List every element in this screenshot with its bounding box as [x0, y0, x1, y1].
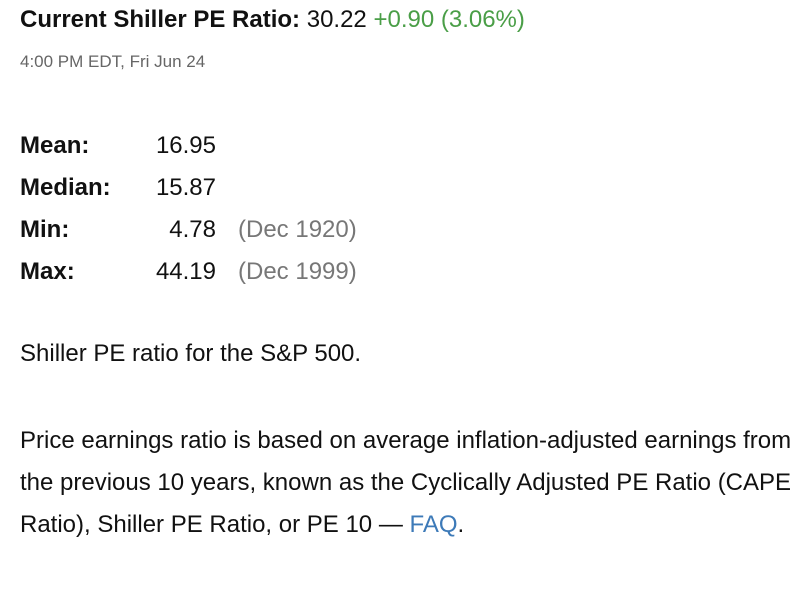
stat-row: Min: 4.78 (Dec 1920): [20, 209, 357, 251]
title-label: Current Shiller PE Ratio:: [20, 6, 301, 33]
stat-row: Median: 15.87: [20, 167, 357, 209]
stat-label: Min:: [20, 216, 70, 243]
description: Shiller PE ratio for the S&P 500.: [20, 340, 362, 367]
stats: Mean: 16.95 Median: 15.87 Min: 4.78 (Dec 1920)…: [20, 125, 357, 293]
change: +0.90 (3.06%): [373, 6, 525, 33]
stat-label: Median:: [20, 174, 111, 201]
paragraph-end: .: [457, 511, 465, 538]
stat-date: (Dec 1920): [238, 216, 357, 243]
stat-label: Mean:: [20, 132, 90, 159]
timestamp: 4:00 PM EDT, Fri Jun 24: [20, 52, 206, 71]
stat-row: Max: 44.19 (Dec 1999): [20, 251, 357, 293]
stat-value: 44.19: [155, 258, 216, 285]
current-value: 30.22: [306, 6, 367, 33]
stat-value: 4.78: [169, 216, 216, 243]
stat-date: (Dec 1999): [238, 258, 357, 285]
faq-link[interactable]: FAQ: [409, 511, 458, 538]
stat-value: 15.87: [155, 174, 216, 201]
stat-row: Mean: 16.95: [20, 125, 357, 167]
paragraph-text: Price earnings ratio is based on average…: [20, 427, 792, 538]
paragraph: Price earnings ratio is based on average…: [20, 420, 797, 546]
stat-value: 16.95: [155, 132, 216, 159]
stat-label: Max:: [20, 258, 75, 285]
title-line: Current Shiller PE Ratio: 30.22 +0.90 (3…: [20, 6, 525, 34]
